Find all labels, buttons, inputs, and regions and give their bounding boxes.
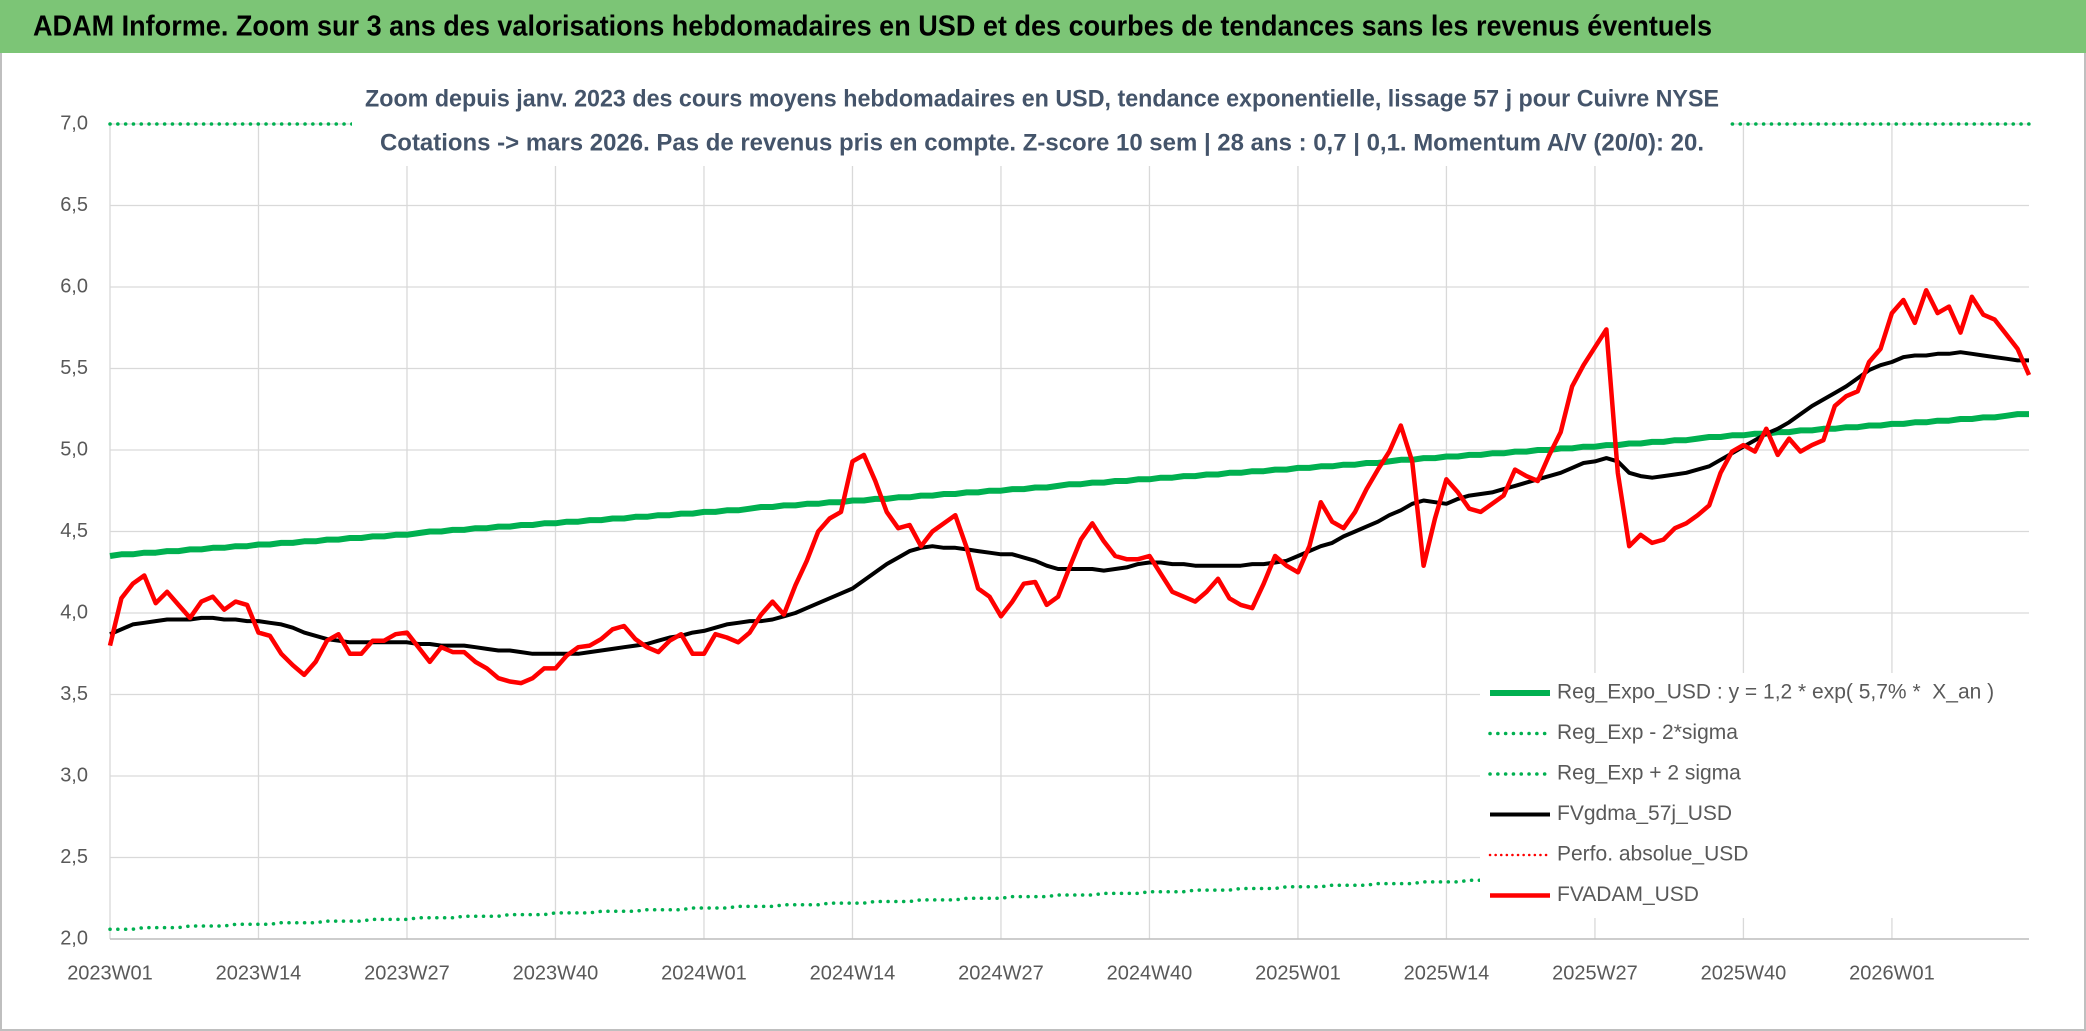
y-tick-label: 7,0 [60, 112, 88, 134]
subtitle-box [352, 80, 1730, 166]
chart-subtitle: Cotations -> mars 2026. Pas de revenus p… [380, 129, 1704, 156]
legend-label: FVgdma_57j_USD [1557, 802, 1732, 825]
y-tick-label: 6,5 [60, 194, 88, 216]
y-tick-label: 3,5 [60, 683, 88, 705]
y-tick-label: 6,0 [60, 275, 88, 297]
y-tick-label: 2,0 [60, 927, 88, 949]
x-tick-label: 2024W14 [810, 962, 896, 984]
chart-title: ADAM Informe. Zoom sur 3 ans des valoris… [33, 11, 1712, 43]
chart-subtitle: Zoom depuis janv. 2023 des cours moyens … [365, 85, 1719, 112]
legend: Reg_Expo_USD : y = 1,2 * exp( 5,7% * X_a… [1480, 673, 2039, 918]
legend-label: Perfo. absolue_USD [1557, 843, 1748, 866]
series-line [109, 411, 2029, 559]
x-tick-label: 2023W27 [364, 962, 450, 984]
x-tick-label: 2025W01 [1255, 962, 1341, 984]
legend-label: Reg_Exp + 2 sigma [1557, 762, 1741, 785]
x-tick-label: 2025W14 [1404, 962, 1490, 984]
x-tick-label: 2024W27 [958, 962, 1044, 984]
y-tick-label: 2,5 [60, 846, 88, 868]
x-tick-label: 2024W01 [661, 962, 747, 984]
x-tick-label: 2023W40 [513, 962, 599, 984]
legend-label: FVADAM_USD [1557, 883, 1699, 906]
y-tick-label: 4,5 [60, 520, 88, 542]
x-tick-label: 2023W14 [216, 962, 302, 984]
legend-background [1480, 673, 2039, 918]
series-line [107, 288, 2032, 686]
title-bar [0, 0, 2086, 53]
x-tick-label: 2023W01 [67, 962, 153, 984]
x-tick-label: 2024W40 [1107, 962, 1193, 984]
x-tick-label: 2025W40 [1701, 962, 1787, 984]
y-tick-label: 3,0 [60, 764, 88, 786]
y-tick-label: 4,0 [60, 601, 88, 623]
x-tick-label: 2026W01 [1849, 962, 1935, 984]
x-tick-label: 2025W27 [1552, 962, 1638, 984]
legend-label: Reg_Expo_USD : y = 1,2 * exp( 5,7% * X_a… [1557, 681, 1994, 704]
legend-label: Reg_Exp - 2*sigma [1557, 721, 1738, 744]
y-tick-label: 5,5 [60, 357, 88, 379]
y-tick-label: 5,0 [60, 438, 88, 460]
series-line [108, 859, 2031, 931]
